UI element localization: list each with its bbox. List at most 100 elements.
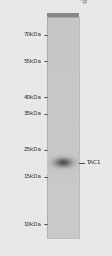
Bar — [47, 26, 78, 27]
Bar — [47, 227, 78, 228]
Bar — [47, 93, 78, 94]
Bar — [47, 50, 78, 51]
Bar — [47, 113, 78, 114]
Bar — [47, 105, 78, 106]
Bar — [47, 19, 78, 20]
Bar — [47, 108, 78, 109]
Bar — [47, 206, 78, 207]
Bar — [47, 33, 78, 34]
Bar — [47, 82, 78, 83]
Bar — [47, 199, 78, 200]
Bar — [47, 101, 78, 102]
Bar — [47, 80, 78, 81]
Bar — [47, 155, 78, 156]
Bar — [47, 65, 78, 67]
Bar — [47, 183, 78, 184]
Bar — [47, 110, 78, 111]
Bar — [47, 79, 78, 80]
Bar — [47, 54, 78, 55]
Bar — [47, 69, 78, 70]
Bar — [47, 29, 78, 30]
Bar — [47, 228, 78, 229]
Bar — [47, 104, 78, 105]
Bar — [47, 138, 78, 140]
Bar — [47, 59, 78, 60]
Bar — [47, 207, 78, 208]
Bar — [47, 144, 78, 145]
Bar — [47, 43, 78, 44]
Bar — [47, 230, 78, 231]
Bar — [47, 236, 78, 237]
Text: TAC1: TAC1 — [85, 160, 100, 165]
Bar — [47, 167, 78, 168]
Bar — [47, 178, 78, 179]
Bar — [47, 36, 78, 37]
Bar — [47, 188, 78, 189]
Bar — [47, 225, 78, 226]
Bar — [47, 156, 78, 157]
Bar — [47, 98, 78, 99]
Bar — [47, 100, 78, 101]
Bar — [47, 48, 78, 49]
Bar — [47, 194, 78, 195]
Bar — [47, 229, 78, 230]
Bar — [47, 146, 78, 147]
Bar — [47, 169, 78, 170]
Bar — [47, 61, 78, 62]
Bar — [47, 64, 78, 65]
Bar — [47, 41, 78, 42]
Bar — [47, 134, 78, 135]
Bar — [47, 28, 78, 29]
Bar — [47, 96, 78, 98]
Bar — [47, 34, 78, 36]
Bar — [47, 231, 78, 232]
Bar — [47, 131, 78, 132]
Text: 25kDa: 25kDa — [24, 147, 41, 152]
Bar — [47, 213, 78, 214]
Bar — [47, 165, 78, 166]
Text: 40kDa: 40kDa — [24, 95, 41, 100]
Bar — [47, 109, 78, 110]
Bar — [47, 226, 78, 227]
Bar — [47, 44, 78, 45]
Bar — [47, 150, 78, 151]
Bar — [47, 177, 78, 178]
Bar — [47, 182, 78, 183]
Bar — [47, 195, 78, 196]
Bar — [47, 210, 78, 211]
Bar — [47, 197, 78, 198]
Bar — [47, 123, 78, 124]
Bar — [47, 106, 78, 108]
Bar — [47, 23, 78, 24]
Text: 15kDa: 15kDa — [24, 174, 41, 179]
Bar — [47, 22, 78, 23]
Bar — [47, 220, 78, 221]
Bar — [47, 127, 78, 129]
Bar — [47, 157, 78, 158]
Bar — [47, 120, 78, 121]
Bar — [47, 190, 78, 191]
Bar — [47, 162, 78, 163]
Bar — [47, 198, 78, 199]
Bar — [47, 37, 78, 38]
Bar — [47, 99, 78, 100]
Bar — [47, 125, 78, 126]
Bar — [47, 164, 78, 165]
Bar — [47, 52, 78, 53]
Text: 10kDa: 10kDa — [24, 221, 41, 227]
Bar — [47, 196, 78, 197]
Bar — [47, 168, 78, 169]
Bar — [47, 204, 78, 205]
Bar — [47, 18, 78, 19]
Bar — [47, 143, 78, 144]
Bar — [47, 235, 78, 236]
Bar — [47, 208, 78, 209]
Bar — [47, 219, 78, 220]
Bar — [47, 179, 78, 180]
Bar — [47, 49, 78, 50]
Bar — [47, 62, 78, 63]
Bar — [47, 114, 78, 115]
Bar — [47, 153, 78, 154]
Bar — [47, 74, 78, 75]
Bar — [47, 205, 78, 206]
